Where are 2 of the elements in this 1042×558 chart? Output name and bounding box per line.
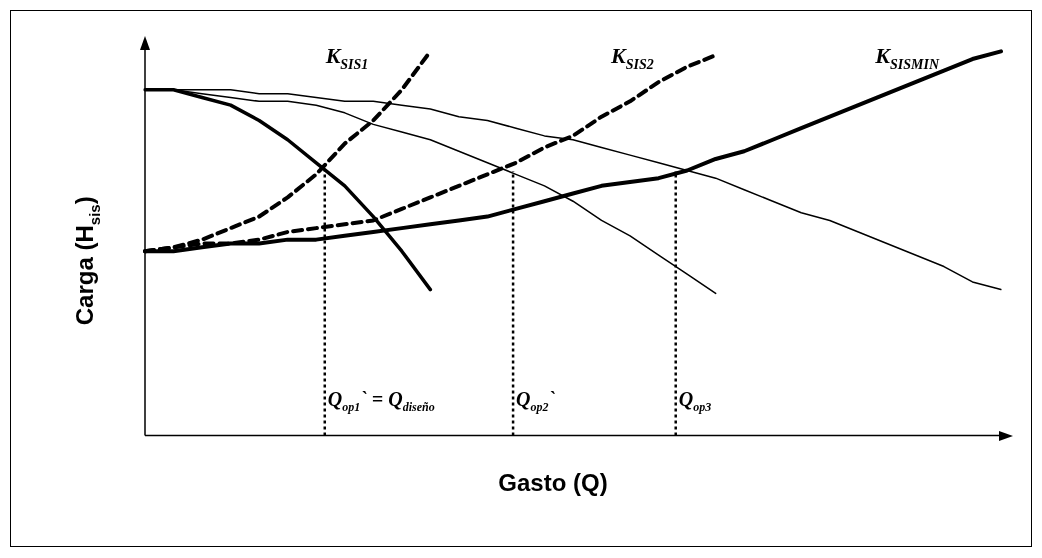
y-axis-title: Carga (Hsis)	[71, 196, 103, 326]
x-axis-title: Gasto (Q)	[498, 468, 608, 496]
